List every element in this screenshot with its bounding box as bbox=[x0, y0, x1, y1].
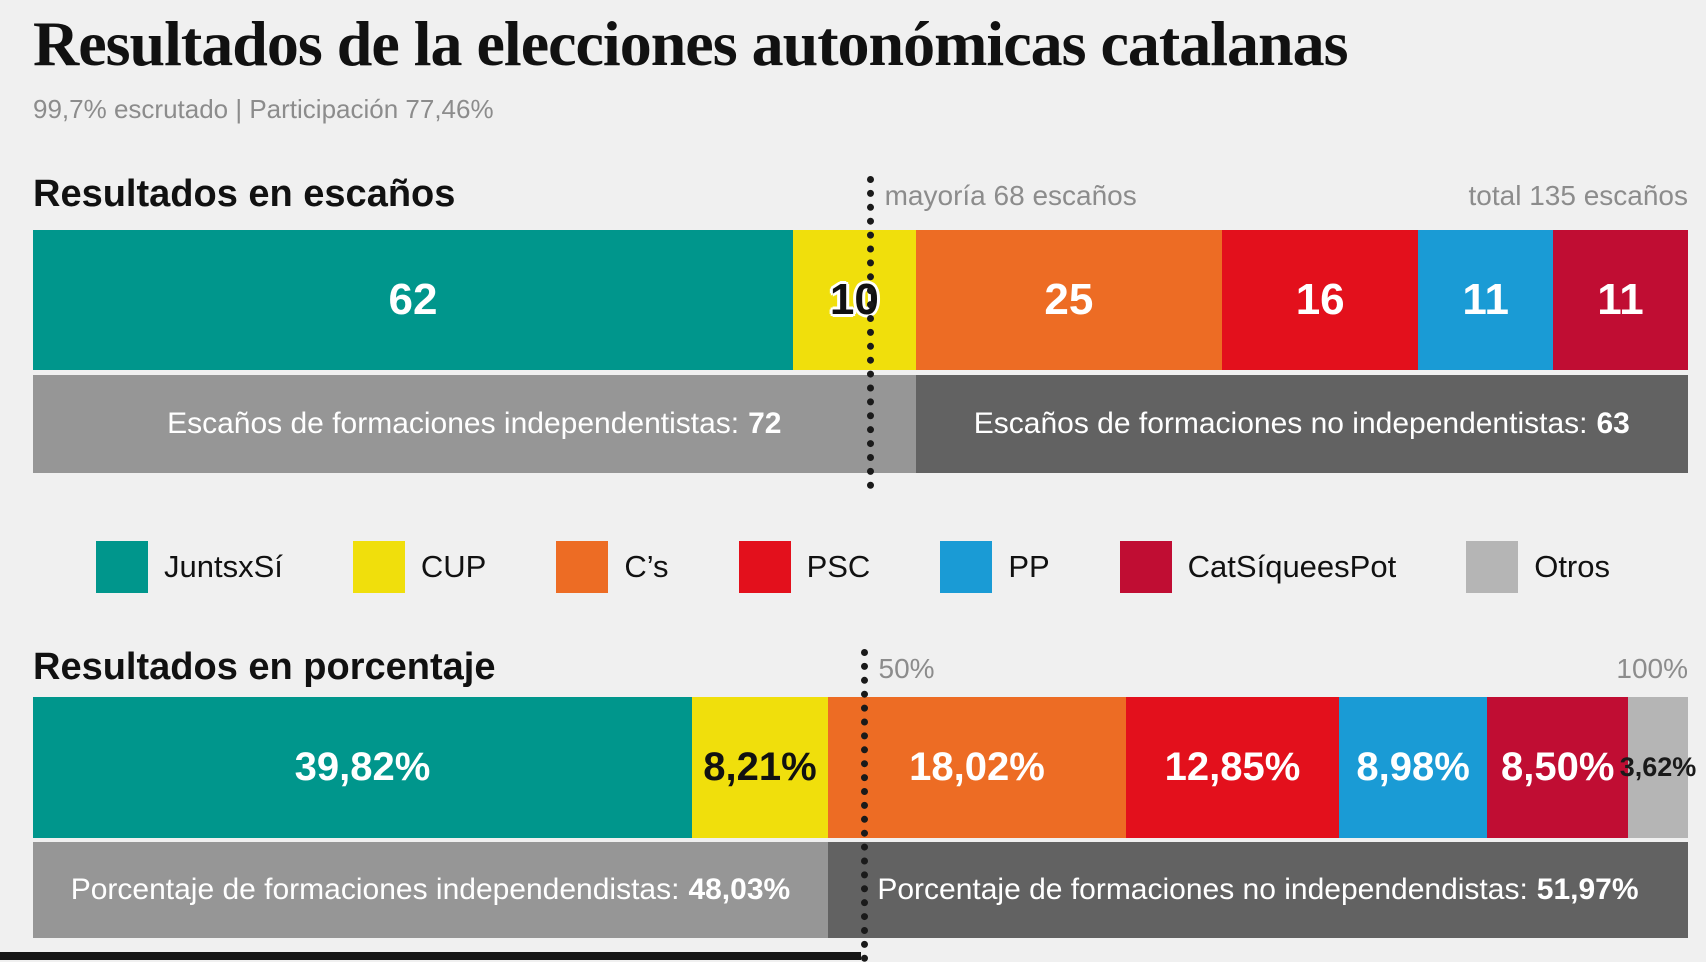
bar-segment-value: 18,02% bbox=[909, 745, 1045, 789]
bar-segment-Otros: 3,62% bbox=[1620, 697, 1696, 838]
party-legend: JuntsxSí CUP C’s PSC PP CatSíqueesPot Otros bbox=[96, 541, 1688, 593]
bar-segment-value: 11 bbox=[1597, 275, 1644, 324]
seats-total-label: total 135 escaños bbox=[1468, 180, 1689, 211]
legend-item-CatSíqueesPot: CatSíqueesPot bbox=[1119, 541, 1397, 593]
percent-stacked-bar: 39,82% 8,21% 18,02% 12,85% 8,98% 8,50% 3,62% bbox=[33, 697, 1696, 838]
bar-segment-value: 39,82% bbox=[294, 745, 431, 789]
legend-swatch bbox=[352, 541, 405, 593]
bar-segment-value: 8,98% bbox=[1356, 745, 1470, 789]
seats-independentist-summary-text: Escaños de formaciones independentistas: bbox=[167, 407, 740, 440]
percent-100-label: 100% bbox=[1616, 653, 1688, 684]
bar-segment-value: 16 bbox=[1295, 275, 1345, 324]
page-subtitle: 99,7% escrutado | Participación 77,46% bbox=[33, 94, 494, 124]
percent-independentist-summary-value: 48,03% bbox=[688, 873, 791, 906]
legend-swatch bbox=[940, 541, 993, 593]
bar-segment-value: 8,21% bbox=[703, 745, 817, 789]
bar-segment-C’s: 25 bbox=[915, 230, 1223, 370]
legend-item-PSC: PSC bbox=[738, 541, 871, 593]
bar-segment-PP: 11 bbox=[1418, 230, 1554, 370]
percent-summary-band: Porcentaje de formaciones independendist… bbox=[33, 842, 1688, 938]
bar-segment-C’s: 18,02% bbox=[827, 697, 1127, 838]
legend-swatch bbox=[1119, 541, 1172, 593]
bar-segment-JuntsxSí: 39,82% bbox=[33, 697, 693, 838]
seats-majority-label: mayoría 68 escaños bbox=[884, 180, 1137, 211]
legend-item-CUP: CUP bbox=[352, 541, 487, 593]
seats-independentist-summary: Escaños de formaciones independentistas:… bbox=[33, 375, 916, 473]
legend-item-Otros: Otros bbox=[1466, 541, 1610, 593]
page-title: Resultados de la elecciones autonómicas … bbox=[33, 8, 1349, 79]
bar-segment-value: 62 bbox=[388, 275, 438, 324]
seats-section-head: Resultados en escaños mayoría 68 escaños… bbox=[33, 170, 1688, 218]
percent-section-head: Resultados en porcentaje 50% 100% bbox=[33, 643, 1688, 691]
majority-divider-line bbox=[866, 176, 874, 489]
legend-swatch bbox=[556, 541, 609, 593]
bottom-crop-strip bbox=[0, 952, 861, 960]
percent-independentist-summary: Porcentaje de formaciones independendist… bbox=[33, 842, 828, 938]
percent-non-independentist-summary-text: Porcentaje de formaciones no independend… bbox=[877, 873, 1528, 906]
legend-item-PP: PP bbox=[940, 541, 1050, 593]
seats-stacked-bar: 62 10 25 16 11 11 bbox=[33, 230, 1688, 370]
percent-non-independentist-summary: Porcentaje de formaciones no independend… bbox=[827, 842, 1688, 938]
fifty-percent-divider-line bbox=[860, 649, 868, 962]
legend-swatch bbox=[1466, 541, 1519, 593]
seats-non-independentist-summary-text: Escaños de formaciones no independentist… bbox=[973, 407, 1588, 440]
legend-swatch bbox=[96, 541, 148, 593]
bar-segment-value: 3,62% bbox=[1619, 752, 1697, 782]
bar-segment-PSC: 16 bbox=[1222, 230, 1419, 370]
percent-50-label: 50% bbox=[878, 653, 935, 684]
bar-segment-PSC: 12,85% bbox=[1126, 697, 1339, 838]
seats-non-independentist-summary: Escaños de formaciones no independentist… bbox=[915, 375, 1688, 473]
bar-segment-CUP: 10 bbox=[793, 230, 916, 370]
bar-segment-value: 25 bbox=[1044, 275, 1094, 324]
legend-item-JuntsxSí: JuntsxSí bbox=[96, 541, 283, 593]
bar-segment-PP: 8,98% bbox=[1338, 697, 1488, 838]
percent-independentist-summary-text: Porcentaje de formaciones independendist… bbox=[70, 873, 680, 906]
bar-segment-CUP: 8,21% bbox=[692, 697, 828, 838]
legend-label: CatSíqueesPot bbox=[1187, 549, 1397, 584]
bar-segment-CatSíqueesPot: 11 bbox=[1553, 230, 1688, 370]
bar-segment-value: 11 bbox=[1462, 275, 1509, 324]
bar-segment-CatSíqueesPot: 8,50% bbox=[1487, 697, 1629, 838]
percent-section: Resultados en porcentaje 50% 100% 39,82%… bbox=[33, 643, 1696, 962]
seats-non-independentist-summary-value: 63 bbox=[1596, 407, 1630, 440]
bar-segment-value: 8,50% bbox=[1501, 745, 1615, 789]
legend-label: C’s bbox=[624, 549, 669, 584]
legend-swatch bbox=[738, 541, 791, 593]
legend-label: JuntsxSí bbox=[164, 549, 283, 584]
legend-label: Otros bbox=[1534, 549, 1610, 584]
seats-summary-band: Escaños de formaciones independentistas:… bbox=[33, 375, 1688, 473]
seats-heading: Resultados en escaños bbox=[33, 173, 456, 215]
bar-segment-value: 12,85% bbox=[1164, 745, 1301, 789]
legend-item-C’s: C’s bbox=[556, 541, 669, 593]
legend-label: PP bbox=[1008, 549, 1050, 584]
seats-section: Resultados en escaños mayoría 68 escaños… bbox=[33, 170, 1688, 489]
legend-label: CUP bbox=[420, 549, 487, 584]
bar-segment-JuntsxSí: 62 bbox=[33, 230, 794, 370]
seats-independentist-summary-value: 72 bbox=[748, 407, 782, 440]
legend-label: PSC bbox=[806, 549, 871, 584]
percent-heading: Resultados en porcentaje bbox=[33, 646, 496, 688]
percent-non-independentist-summary-value: 51,97% bbox=[1536, 873, 1639, 906]
